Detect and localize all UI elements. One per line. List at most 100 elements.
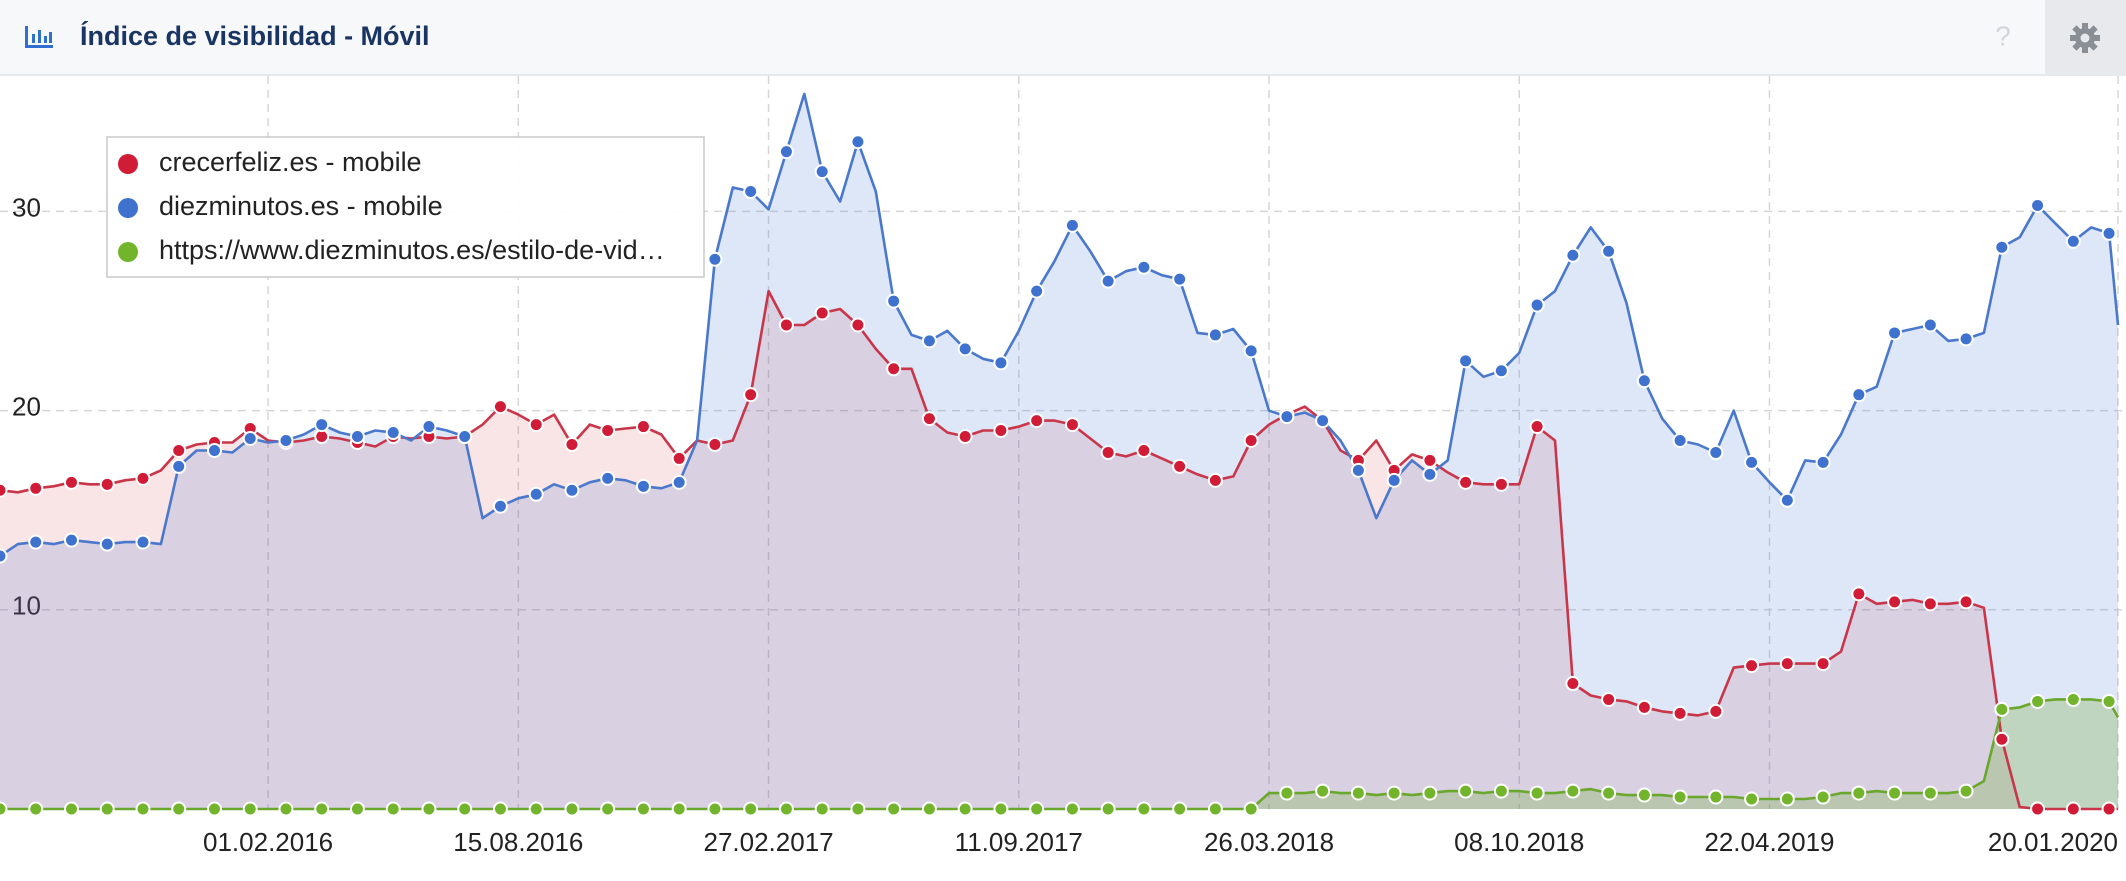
data-point xyxy=(528,801,544,817)
data-point xyxy=(99,536,115,552)
data-point xyxy=(492,801,508,817)
data-point xyxy=(921,333,937,349)
data-point xyxy=(886,293,902,309)
data-point xyxy=(1815,789,1831,805)
data-point xyxy=(2065,691,2081,707)
data-point xyxy=(1243,433,1259,448)
data-point xyxy=(528,486,544,502)
data-point xyxy=(850,801,866,817)
data-point xyxy=(63,474,79,490)
data-point xyxy=(1601,691,1617,707)
data-point xyxy=(1386,785,1402,801)
data-point xyxy=(171,801,187,817)
x-tick-label: 22.04.2019 xyxy=(1704,827,1834,857)
data-point xyxy=(278,801,294,817)
data-point xyxy=(457,429,473,445)
legend-label: https://www.diezminutos.es/estilo-de-vid… xyxy=(159,235,665,265)
data-point xyxy=(99,476,115,492)
data-point xyxy=(242,801,258,817)
data-point xyxy=(1458,783,1474,799)
data-point xyxy=(1744,454,1760,470)
data-point xyxy=(1207,472,1223,488)
y-tick-label: 20 xyxy=(12,391,41,421)
data-point xyxy=(2101,225,2117,241)
data-point xyxy=(1815,656,1831,672)
data-point xyxy=(492,498,508,514)
data-point xyxy=(1136,259,1152,275)
data-point xyxy=(1422,466,1438,482)
data-point xyxy=(671,801,687,817)
header-bg xyxy=(0,0,2126,75)
data-point xyxy=(600,470,616,486)
data-point xyxy=(1064,217,1080,233)
data-point xyxy=(1458,474,1474,490)
data-point xyxy=(635,419,651,435)
series-area xyxy=(0,699,2118,809)
data-point xyxy=(206,801,222,817)
data-point xyxy=(1744,791,1760,807)
help-icon[interactable]: ? xyxy=(1995,20,2011,51)
data-point xyxy=(1958,594,1974,610)
data-point xyxy=(1529,419,1545,435)
data-point xyxy=(1922,317,1938,333)
series-area xyxy=(0,291,2118,810)
data-point xyxy=(1708,703,1724,719)
data-point xyxy=(1386,472,1402,488)
data-point xyxy=(1350,462,1366,478)
data-point xyxy=(1887,594,1903,610)
data-point xyxy=(1708,444,1724,460)
data-point xyxy=(385,801,401,817)
data-point xyxy=(1958,783,1974,799)
data-point xyxy=(2065,233,2081,249)
data-point xyxy=(1851,387,1867,403)
data-point xyxy=(1064,417,1080,433)
data-point xyxy=(1601,243,1617,259)
data-point xyxy=(957,801,973,817)
x-tick-label: 20.01.2020 xyxy=(1988,827,2118,857)
data-point xyxy=(1100,444,1116,460)
data-point xyxy=(1279,785,1295,801)
data-point xyxy=(1994,701,2010,717)
data-point xyxy=(564,482,580,498)
legend-marker xyxy=(118,242,138,262)
legend-label: crecerfeliz.es - mobile xyxy=(159,147,422,177)
data-point xyxy=(1100,273,1116,289)
chart-icon xyxy=(25,26,53,48)
data-point xyxy=(1744,658,1760,674)
data-point xyxy=(564,436,580,452)
data-point xyxy=(2030,693,2046,709)
data-point xyxy=(1207,327,1223,343)
data-point xyxy=(1529,785,1545,801)
data-point xyxy=(1815,454,1831,470)
legend-label: diezminutos.es - mobile xyxy=(159,191,443,221)
data-point xyxy=(600,801,616,817)
data-point xyxy=(63,801,79,817)
data-point xyxy=(2065,801,2081,817)
data-point xyxy=(1994,239,2010,255)
data-point xyxy=(528,417,544,433)
data-point xyxy=(1636,373,1652,389)
data-point xyxy=(1636,787,1652,803)
data-point xyxy=(993,801,1009,817)
data-point xyxy=(671,474,687,490)
data-point xyxy=(0,801,8,817)
data-point xyxy=(707,801,723,817)
data-point xyxy=(743,801,759,817)
chart-title: Índice de visibilidad - Móvil xyxy=(80,20,430,51)
data-point xyxy=(28,480,44,496)
data-point xyxy=(135,534,151,550)
data-point xyxy=(1887,325,1903,341)
y-tick-label: 10 xyxy=(12,591,41,621)
x-tick-label: 08.10.2018 xyxy=(1454,827,1584,857)
gear-icon[interactable] xyxy=(2070,23,2100,53)
data-point xyxy=(1672,789,1688,805)
data-point xyxy=(1958,331,1974,347)
x-tick-label: 26.03.2018 xyxy=(1204,827,1334,857)
data-point xyxy=(349,429,365,445)
data-point xyxy=(1887,785,1903,801)
data-point xyxy=(993,423,1009,439)
data-point xyxy=(1172,801,1188,817)
data-point xyxy=(1422,785,1438,801)
data-point xyxy=(564,801,580,817)
data-point xyxy=(957,429,973,445)
